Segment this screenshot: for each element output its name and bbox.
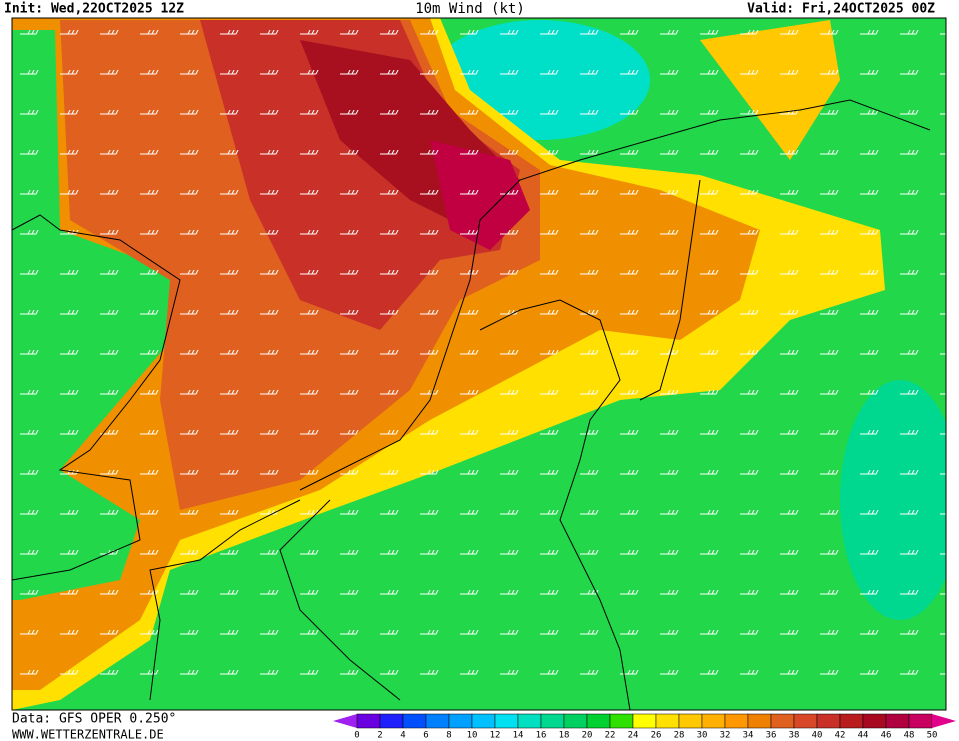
colorbar-segment — [379, 713, 404, 729]
colorbar-segment — [770, 713, 795, 729]
colorbar-label: 8 — [446, 731, 451, 741]
init-time: Init: Wed,22OCT2025 12Z — [4, 2, 184, 17]
colorbar-label: 2 — [377, 731, 382, 741]
colorbar-segment — [517, 713, 542, 729]
colorbar-segment — [793, 713, 818, 729]
colorbar-segment — [908, 713, 933, 729]
colorbar-segment — [655, 713, 680, 729]
colorbar-segment — [701, 713, 726, 729]
colorbar-segment — [839, 713, 864, 729]
colorbar-label: 24 — [628, 731, 639, 741]
website: WWW.WETTERZENTRALE.DE — [12, 728, 164, 741]
colorbar-segment — [563, 713, 588, 729]
data-source: Data: GFS OPER 0.250° — [12, 712, 176, 727]
colorbar-label: 42 — [835, 731, 846, 741]
colorbar-label: 16 — [536, 731, 547, 741]
colorbar-segment — [609, 713, 634, 729]
colorbar-segment — [724, 713, 749, 729]
map-field — [12, 18, 946, 710]
colorbar-segment — [862, 713, 887, 729]
colorbar-segment — [471, 713, 496, 729]
colorbar-label: 30 — [697, 731, 708, 741]
colorbar-segment — [448, 713, 473, 729]
colorbar-label: 14 — [513, 731, 524, 741]
colorbar-label: 36 — [766, 731, 777, 741]
colorbar-segment — [816, 713, 841, 729]
colorbar-label: 6 — [423, 731, 428, 741]
colorbar-segment — [402, 713, 427, 729]
colorbar-label: 34 — [743, 731, 754, 741]
colorbar-segment — [747, 713, 772, 729]
colorbar-over — [932, 714, 956, 728]
valid-time: Valid: Fri,24OCT2025 00Z — [747, 2, 935, 17]
map-frame — [11, 17, 947, 711]
colorbar-label: 10 — [467, 731, 478, 741]
colorbar-under — [333, 714, 357, 728]
colorbar-label: 40 — [812, 731, 823, 741]
colorbar-label: 38 — [789, 731, 800, 741]
colorbar-label: 12 — [490, 731, 501, 741]
colorbar-segment — [356, 713, 381, 729]
colorbar-label: 18 — [559, 731, 570, 741]
colorbar-segment — [425, 713, 450, 729]
colorbar-label: 46 — [881, 731, 892, 741]
colorbar-label: 28 — [674, 731, 685, 741]
colorbar-label: 50 — [927, 731, 938, 741]
colorbar-label: 48 — [904, 731, 915, 741]
colorbar-label: 44 — [858, 731, 869, 741]
colorbar-segment — [586, 713, 611, 729]
colorbar-label: 22 — [605, 731, 616, 741]
colorbar-segment — [885, 713, 910, 729]
colorbar-segment — [494, 713, 519, 729]
colorbar-label: 20 — [582, 731, 593, 741]
colorbar-segment — [540, 713, 565, 729]
colorbar-label: 0 — [354, 731, 359, 741]
colorbar-segment — [632, 713, 657, 729]
colorbar-label: 26 — [651, 731, 662, 741]
colorbar-label: 4 — [400, 731, 405, 741]
colorbar-segment — [678, 713, 703, 729]
colorbar: 0 2 4 6 8 10 12 14 16 18 20 22 24 26 28 30 32 34 36 38 40 42 4… — [333, 713, 956, 741]
map-title: 10m Wind (kt) — [415, 1, 525, 17]
colorbar-label: 32 — [720, 731, 731, 741]
